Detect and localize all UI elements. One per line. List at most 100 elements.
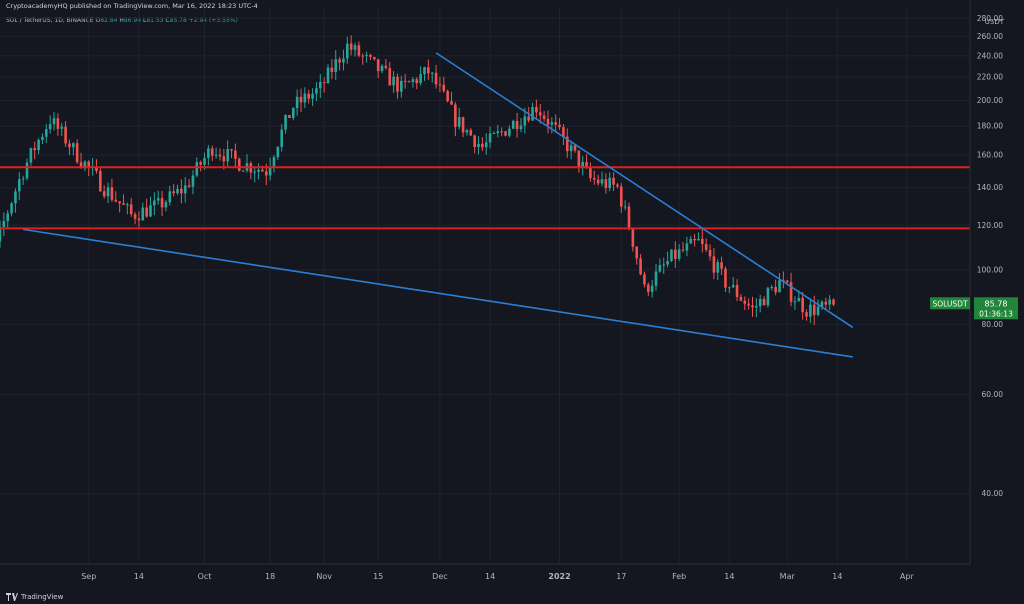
candle-body (531, 106, 534, 121)
time-tick-label: Mar (780, 572, 796, 581)
candle-body (654, 271, 658, 286)
price-tick-label: 100.00 (977, 265, 1003, 274)
price-tick-label: 240.00 (977, 51, 1003, 60)
candle-body (272, 157, 276, 167)
low-label: L (142, 17, 147, 24)
time-tick-label: 14 (724, 572, 734, 581)
candle-body (496, 131, 500, 134)
candle-body (14, 191, 17, 204)
candle-body (423, 67, 426, 75)
candle-body (365, 54, 368, 56)
candle-body (565, 136, 569, 152)
candle-body (631, 229, 635, 247)
candle-body (380, 65, 384, 72)
candle-body (658, 265, 662, 272)
candle-body (303, 93, 307, 103)
candle-body (708, 249, 712, 257)
candle-countdown: 01:36:13 (979, 309, 1013, 318)
candle-body (0, 227, 2, 242)
time-tick-label: 14 (832, 572, 842, 581)
candle-body (415, 79, 419, 84)
horizontal-levels: 152.13118.46 (0, 161, 1012, 235)
candle-body (288, 115, 291, 119)
candle-body (538, 112, 542, 116)
time-tick-label: 17 (616, 572, 626, 581)
candle-body (508, 128, 511, 136)
candle-body (693, 238, 696, 241)
candle-body (180, 188, 183, 194)
time-tick-label: 2022 (548, 572, 570, 581)
candle-body (237, 158, 241, 171)
candle-body (735, 285, 739, 297)
candle-body (311, 93, 314, 99)
candle-body (816, 306, 820, 315)
candle-body (519, 125, 523, 130)
candle-body (172, 191, 175, 194)
open-value: 82.84 (100, 17, 118, 24)
candle-body (635, 246, 639, 259)
candle-body (546, 118, 550, 125)
candle-body (99, 170, 102, 192)
time-tick-label: 14 (134, 572, 144, 581)
last-price-symbol-tag (930, 297, 970, 310)
candle-body (685, 243, 689, 251)
candle-body (376, 59, 380, 72)
candle-body (41, 136, 44, 140)
candle-body (488, 133, 492, 143)
candle-body (349, 43, 353, 50)
candle-body (438, 84, 442, 86)
time-tick-label: Sep (81, 572, 96, 581)
candle-body (141, 207, 145, 221)
candle-body (785, 280, 789, 283)
candle-body (253, 171, 256, 173)
candle-body (191, 175, 195, 187)
candle-body (569, 145, 573, 152)
candle-body (762, 298, 766, 306)
time-tick-label: Nov (316, 572, 332, 581)
candle-body (388, 68, 392, 86)
candle-body (573, 145, 577, 151)
candle-body (156, 198, 160, 201)
candle-body (45, 129, 48, 137)
candle-body (697, 238, 700, 241)
candle-body (291, 108, 295, 119)
candle-body (2, 221, 6, 228)
trendlines (23, 52, 854, 358)
candle-body (500, 131, 503, 133)
candle-body (504, 131, 507, 136)
candle-body (535, 106, 538, 113)
candle-body (728, 287, 731, 289)
candle-body (64, 126, 67, 144)
candle-body (650, 285, 654, 292)
candle-body (627, 206, 631, 230)
candle-body (326, 67, 330, 84)
time-tick-label: 18 (265, 572, 275, 581)
candle-body (793, 301, 797, 303)
candle-body (739, 296, 743, 301)
candle-body (600, 179, 604, 184)
candle-body (95, 166, 98, 171)
price-tick-label: 60.00 (982, 390, 1004, 399)
time-tick-label: Oct (198, 572, 212, 581)
candle-body (330, 67, 334, 73)
close-label: C (165, 17, 170, 24)
last-price-symbol: SOLUSDT (932, 299, 967, 308)
candle-body (338, 59, 341, 63)
candle-body (481, 143, 484, 148)
candle-body (396, 76, 399, 92)
candle-body (176, 188, 179, 194)
candle-body (118, 201, 121, 204)
price-axis-currency: USDT (985, 18, 1005, 26)
candle-body (527, 116, 530, 121)
candle-body (334, 59, 338, 73)
candle-body (342, 58, 345, 63)
trendline-lower (23, 228, 853, 358)
low-value: 81.53 (146, 17, 164, 24)
candle-body (562, 127, 565, 137)
price-tick-label: 40.00 (982, 489, 1004, 498)
footer: TradingView (6, 593, 63, 601)
candle-body (828, 299, 831, 305)
candle-body (774, 286, 777, 293)
